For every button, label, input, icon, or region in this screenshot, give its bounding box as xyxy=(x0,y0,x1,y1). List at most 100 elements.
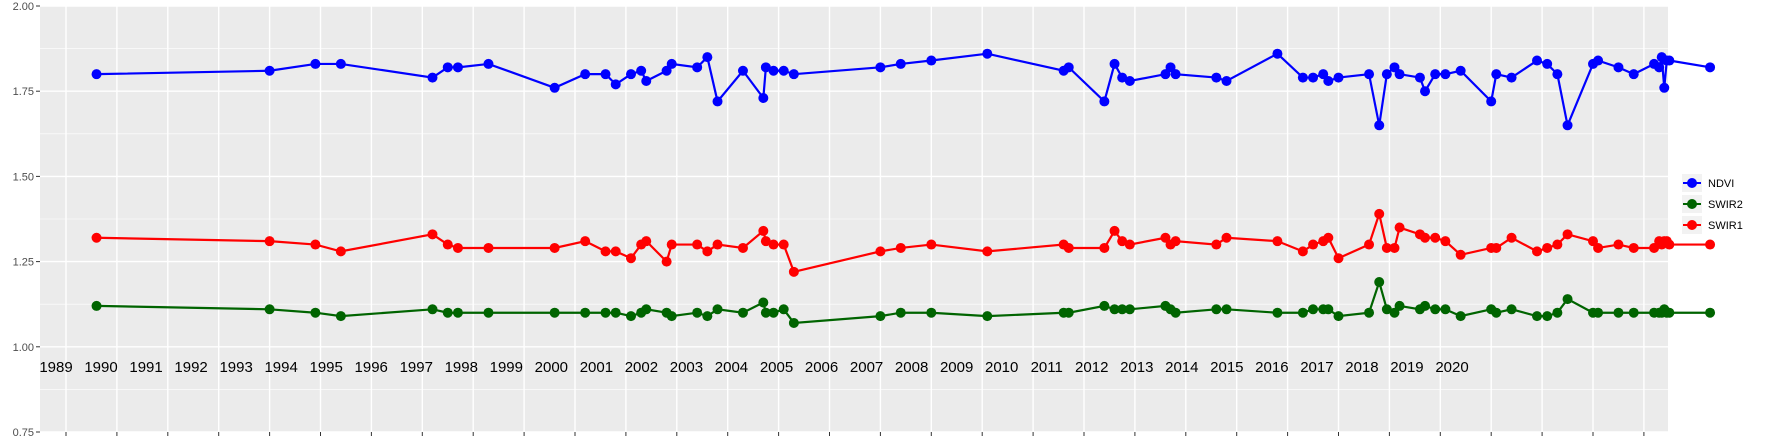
data-point-ndvi xyxy=(641,75,652,86)
data-point-swir2 xyxy=(895,307,906,318)
data-point-swir2 xyxy=(483,307,494,318)
data-point-ndvi xyxy=(427,72,438,83)
data-point-ndvi xyxy=(692,62,703,73)
year-label: 2012 xyxy=(1075,359,1108,376)
data-point-ndvi xyxy=(926,55,937,66)
data-point-ndvi xyxy=(1440,69,1451,80)
data-point-ndvi xyxy=(788,69,799,80)
data-point-ndvi xyxy=(1109,58,1120,69)
data-point-swir1 xyxy=(768,239,779,250)
data-point-swir1 xyxy=(1381,242,1392,253)
data-point-swir2 xyxy=(666,311,677,322)
data-point-swir1 xyxy=(1211,239,1222,250)
data-point-swir1 xyxy=(1297,246,1308,257)
data-point-swir2 xyxy=(1333,311,1344,322)
year-label: 1993 xyxy=(219,359,252,376)
data-point-ndvi xyxy=(1414,72,1425,83)
data-point-swir1 xyxy=(1308,239,1319,250)
data-point-swir1 xyxy=(641,236,652,247)
data-point-ndvi xyxy=(1333,72,1344,83)
year-label: 1997 xyxy=(400,359,433,376)
data-point-ndvi xyxy=(895,58,906,69)
data-point-ndvi xyxy=(712,96,723,107)
data-point-swir2 xyxy=(1705,307,1716,318)
data-point-swir1 xyxy=(661,256,672,267)
data-point-swir1 xyxy=(452,242,463,253)
year-label: 1996 xyxy=(355,359,388,376)
data-point-swir1 xyxy=(1272,236,1283,247)
data-point-ndvi xyxy=(310,58,321,69)
data-point-ndvi xyxy=(1593,55,1604,66)
data-point-swir2 xyxy=(1455,311,1466,322)
year-label: 2017 xyxy=(1300,359,1333,376)
data-point-swir2 xyxy=(1593,307,1604,318)
data-point-swir2 xyxy=(1506,304,1517,315)
legend-key-point xyxy=(1687,220,1697,230)
data-point-swir2 xyxy=(758,297,769,308)
data-point-swir1 xyxy=(549,242,560,253)
data-point-ndvi xyxy=(666,58,677,69)
data-point-swir1 xyxy=(788,266,799,277)
data-point-swir1 xyxy=(1532,246,1543,257)
data-point-swir1 xyxy=(1491,242,1502,253)
data-point-swir2 xyxy=(442,307,453,318)
data-point-ndvi xyxy=(1430,69,1441,80)
y-tick-label: 1.25 xyxy=(13,257,34,269)
data-point-swir2 xyxy=(1308,304,1319,315)
data-point-ndvi xyxy=(91,69,102,80)
data-point-ndvi xyxy=(636,65,647,76)
data-point-ndvi xyxy=(1628,69,1639,80)
year-label: 2020 xyxy=(1435,359,1468,376)
year-label: 2008 xyxy=(895,359,928,376)
data-point-swir1 xyxy=(758,225,769,236)
data-point-swir1 xyxy=(1562,229,1573,240)
data-point-ndvi xyxy=(875,62,886,73)
data-point-swir1 xyxy=(1109,225,1120,236)
year-label: 2004 xyxy=(715,359,748,376)
legend-label-swir2: SWIR2 xyxy=(1708,199,1743,211)
year-label: 2019 xyxy=(1390,359,1423,376)
year-label: 2011 xyxy=(1031,359,1063,376)
year-label: 2015 xyxy=(1210,359,1243,376)
data-point-swir2 xyxy=(1542,311,1553,322)
data-point-swir2 xyxy=(1491,307,1502,318)
data-point-ndvi xyxy=(610,79,621,90)
data-point-swir1 xyxy=(335,246,346,257)
data-point-ndvi xyxy=(1124,75,1135,86)
data-point-ndvi xyxy=(1165,62,1176,73)
data-point-ndvi xyxy=(442,62,453,73)
y-tick-label: 1.75 xyxy=(13,86,34,98)
data-point-swir2 xyxy=(1063,307,1074,318)
data-point-ndvi xyxy=(549,82,560,93)
data-point-swir2 xyxy=(1374,277,1385,288)
data-point-swir2 xyxy=(427,304,438,315)
data-point-swir2 xyxy=(1381,304,1392,315)
data-point-ndvi xyxy=(600,69,611,80)
data-point-ndvi xyxy=(1211,72,1222,83)
data-point-swir1 xyxy=(1323,232,1334,243)
data-point-swir2 xyxy=(778,304,789,315)
data-point-swir2 xyxy=(600,307,611,318)
year-label: 1994 xyxy=(264,359,297,376)
year-label: 1989 xyxy=(39,359,72,376)
data-point-swir2 xyxy=(1364,307,1375,318)
y-tick-label: 1.50 xyxy=(13,171,34,183)
legend-key-point xyxy=(1687,178,1697,188)
data-point-swir2 xyxy=(926,307,937,318)
data-point-swir2 xyxy=(760,307,771,318)
data-point-swir2 xyxy=(1211,304,1222,315)
data-point-ndvi xyxy=(625,69,636,80)
data-point-swir2 xyxy=(1440,304,1451,315)
data-point-swir1 xyxy=(778,239,789,250)
data-point-ndvi xyxy=(1170,69,1181,80)
year-label: 1990 xyxy=(84,359,117,376)
data-point-swir1 xyxy=(1649,242,1660,253)
data-point-swir1 xyxy=(1588,236,1598,247)
year-label: 1991 xyxy=(129,359,162,376)
data-point-ndvi xyxy=(1381,69,1392,80)
data-point-ndvi xyxy=(452,62,463,73)
year-label: 2018 xyxy=(1345,359,1378,376)
data-point-swir1 xyxy=(1374,208,1385,219)
year-label: 1992 xyxy=(174,359,207,376)
data-point-swir1 xyxy=(1440,236,1451,247)
